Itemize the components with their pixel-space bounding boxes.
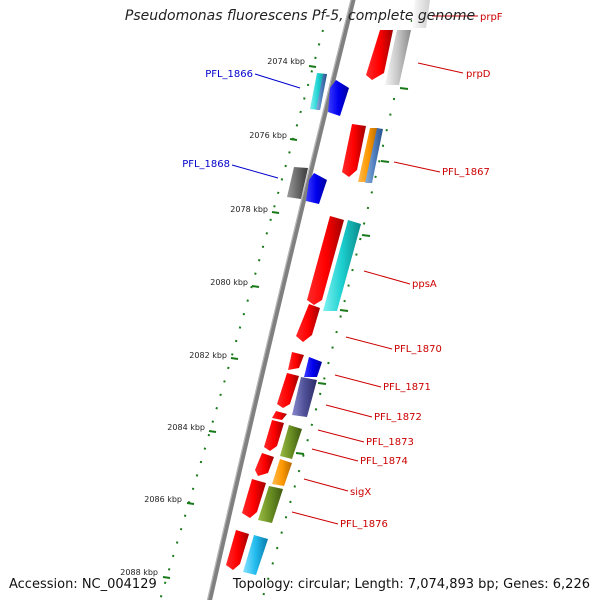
- gene-feature-red: [288, 352, 304, 370]
- gene-feature-steel: [365, 128, 383, 183]
- reverse-major-tick: [361, 234, 371, 237]
- gene-feature-olive: [258, 486, 283, 523]
- map-title: Pseudomonas fluorescens Pf-5, complete g…: [124, 8, 476, 24]
- scale-major-tick: [186, 502, 195, 505]
- reverse-major-tick: [295, 452, 305, 455]
- reverse-major-tick: [317, 382, 327, 385]
- gene-label-reverse[interactable]: PFL_1872: [374, 412, 422, 423]
- scale-labels: 2074 kbp 2076 kbp 2078 kbp 2080 kbp 2082…: [120, 57, 305, 577]
- leader-line: [345, 336, 393, 350]
- gene-label-reverse[interactable]: PFL_1867: [442, 167, 490, 178]
- leader-line: [254, 73, 301, 89]
- scale-major-tick: [271, 211, 280, 214]
- leader-line: [231, 164, 279, 179]
- gene-feature-cyan: [323, 220, 361, 311]
- scale-major-tick: [289, 138, 298, 141]
- scale-label: 2080 kbp: [210, 278, 248, 287]
- leader-line: [334, 374, 382, 388]
- gene-arrow-red: [255, 453, 274, 476]
- scale-major-tick: [230, 357, 239, 360]
- gene-label-reverse[interactable]: PFL_1874: [360, 456, 408, 467]
- genome-backbone: [206, 0, 356, 600]
- reverse-major-tick: [339, 309, 349, 312]
- scale-label: 2076 kbp: [249, 131, 287, 140]
- gene-feature-red: [272, 411, 287, 420]
- gene-feature-steel: [316, 74, 327, 110]
- leader-line: [291, 511, 339, 525]
- leader-line: [363, 270, 411, 285]
- gene-arrow-blue: [306, 173, 327, 204]
- gene-arrow-red: [226, 530, 249, 570]
- reverse-major-tick: [399, 87, 409, 90]
- scale-label: 2084 kbp: [167, 423, 205, 432]
- topology-text: Topology: circular; Length: 7,074,893 bp…: [232, 577, 590, 592]
- scale-label: 2088 kbp: [120, 568, 158, 577]
- gene-labels: PFL_1866 PFL_1868 prpF prpD PFL_1867 pps…: [182, 12, 503, 530]
- gene-feature-purple: [292, 377, 317, 417]
- gene-arrow-blue: [304, 357, 322, 377]
- scale-major-tick: [251, 285, 260, 288]
- accession-text: Accession: NC_004129: [9, 577, 157, 592]
- gene-feature-orange: [358, 128, 378, 182]
- leader-line: [311, 448, 359, 462]
- label-leaders: [231, 15, 478, 525]
- gene-label-reverse[interactable]: sigX: [350, 487, 371, 498]
- leader-line: [303, 478, 349, 492]
- gene-arrow-blue: [328, 80, 349, 116]
- gene-label-reverse[interactable]: PFL_1870: [394, 344, 442, 355]
- gene-label-forward[interactable]: PFL_1866: [205, 69, 253, 80]
- genome-backbone-highlight: [206, 0, 352, 600]
- forward-strand-genes: [287, 73, 349, 204]
- gene-arrow-red: [264, 420, 284, 451]
- gene-arrow-red: [307, 216, 344, 305]
- scale-major-tick: [208, 430, 217, 433]
- scale-label: 2086 kbp: [144, 495, 182, 504]
- reverse-major-tick: [380, 160, 390, 163]
- scale-label: 2074 kbp: [267, 57, 305, 66]
- scale-label: 2078 kbp: [230, 205, 268, 214]
- gene-label-reverse[interactable]: PFL_1876: [340, 519, 388, 530]
- gene-arrow-red: [366, 30, 393, 80]
- scale-ruler: [159, 29, 324, 600]
- leader-line: [317, 429, 365, 443]
- gene-feature-orange: [272, 459, 292, 486]
- scale-ruler-dots: [159, 29, 324, 600]
- gene-label-reverse[interactable]: PFL_1871: [383, 382, 431, 393]
- gene-feature-gray: [287, 167, 308, 199]
- gene-arrow-red: [277, 373, 299, 408]
- gene-feature-light: [411, 0, 430, 28]
- reverse-tick-track: [261, 19, 413, 600]
- gene-label-reverse[interactable]: PFL_1873: [366, 437, 414, 448]
- gene-feature-olive: [280, 425, 302, 459]
- leader-line: [393, 161, 441, 173]
- scale-major-tick: [162, 576, 171, 579]
- gene-label-reverse[interactable]: prpD: [466, 69, 491, 80]
- gene-arrow-red: [242, 479, 266, 518]
- gene-arrow-red: [342, 124, 366, 177]
- gene-feature-sky: [243, 535, 268, 575]
- gene-label-reverse[interactable]: ppsA: [412, 279, 437, 290]
- leader-line: [417, 62, 464, 74]
- gene-label-forward[interactable]: PFL_1868: [182, 159, 230, 170]
- scale-major-tick: [308, 65, 317, 68]
- gene-label-reverse[interactable]: prpF: [480, 12, 503, 23]
- gene-feature-silver: [385, 30, 411, 85]
- gene-arrow-red: [296, 304, 320, 342]
- scale-label: 2082 kbp: [189, 351, 227, 360]
- reverse-strand-genes: [226, 0, 430, 575]
- leader-line: [325, 404, 373, 418]
